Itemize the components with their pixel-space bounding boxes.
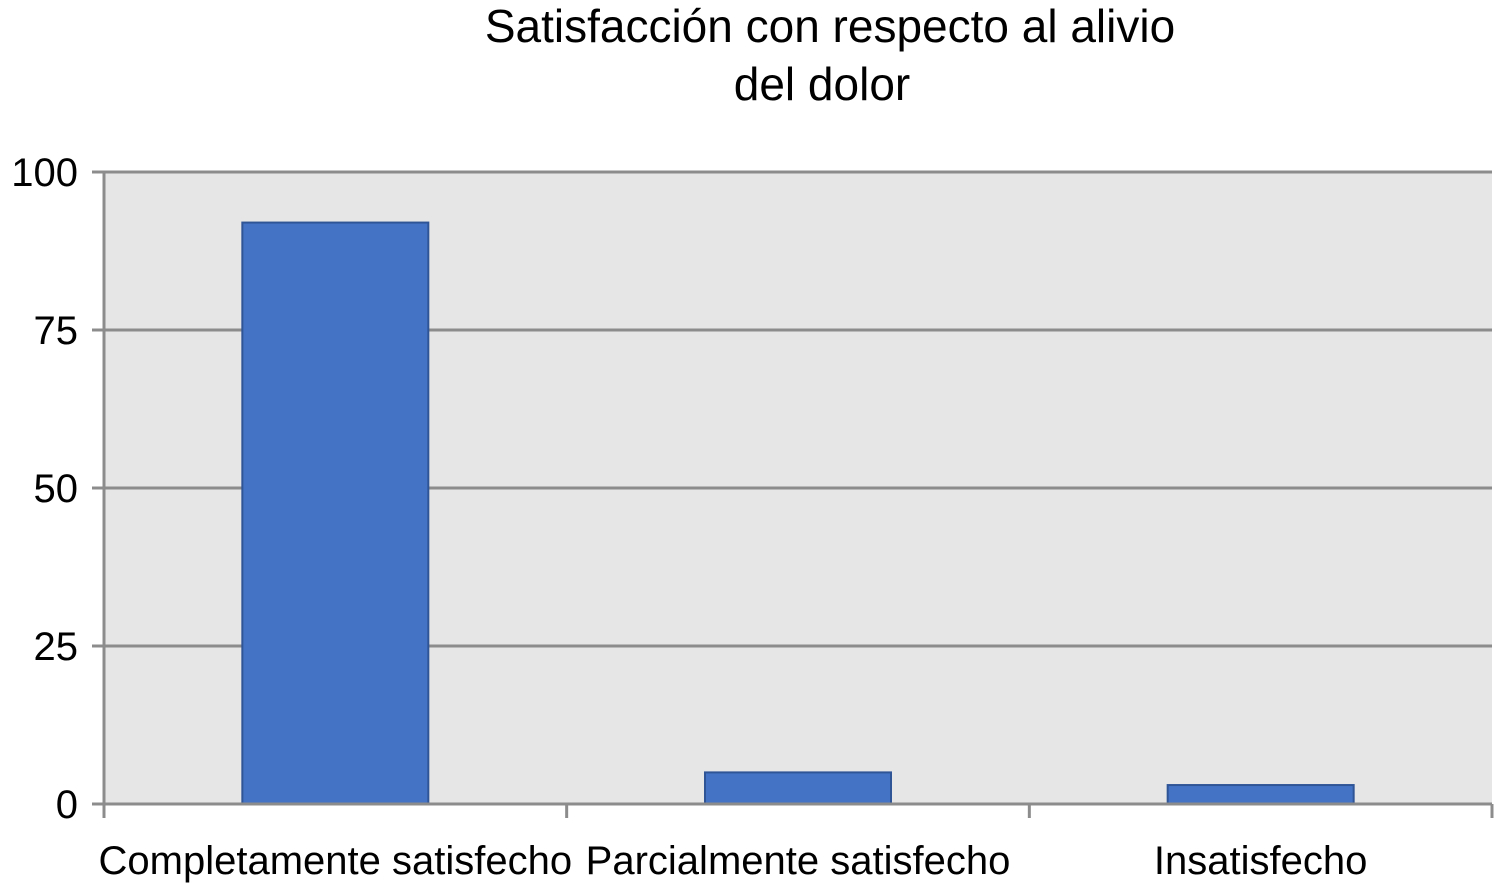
x-category-label-1: Parcialmente satisfecho: [586, 839, 1011, 883]
axes: [92, 170, 1494, 818]
x-category-label-2: Insatisfecho: [1154, 839, 1367, 883]
bar-1: [704, 771, 892, 806]
bar-0: [241, 221, 430, 805]
y-tick-label-50: 50: [34, 467, 79, 511]
axis-labels: 0 25 50 75 100 Completamente satisfecho Parcia…: [11, 151, 1367, 883]
y-tick-label-0: 0: [56, 783, 78, 827]
chart-title-line-1: Satisfacción con respecto al alivio: [485, 0, 1175, 52]
y-tick-label-75: 75: [34, 309, 79, 353]
chart-title-line-2: del dolor: [734, 58, 910, 110]
bar-2: [1166, 784, 1355, 805]
y-tick-label-25: 25: [34, 625, 79, 669]
y-tick-label-100: 100: [11, 151, 78, 195]
x-category-label-0: Completamente satisfecho: [99, 839, 573, 883]
